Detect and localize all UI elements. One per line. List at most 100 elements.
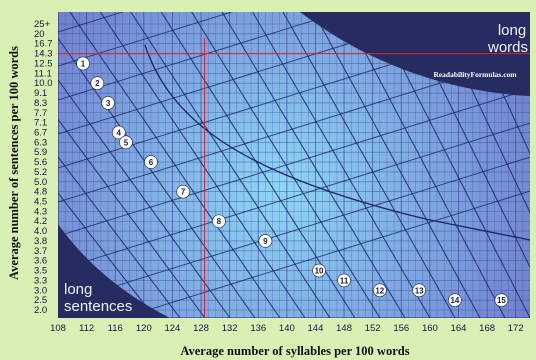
x-tick-label: 152 bbox=[365, 323, 381, 334]
grade-line bbox=[191, 12, 381, 318]
grade-level-circle bbox=[448, 293, 462, 307]
y-tick-label: 3.0 bbox=[34, 285, 47, 296]
y-tick-label: 14.3 bbox=[34, 49, 53, 60]
grade-level-label: 1 bbox=[81, 59, 86, 68]
grade-level-label: 7 bbox=[181, 188, 186, 197]
x-tick-label: 108 bbox=[50, 323, 66, 334]
y-tick-label: 20 bbox=[34, 29, 45, 40]
y-tick-label: 7.7 bbox=[34, 108, 47, 119]
x-tick-labels: 108 112 116 120 124 128 132 136 140 144 148 152 156 1… bbox=[50, 323, 524, 334]
y-tick-label: 3.5 bbox=[34, 266, 47, 277]
grade-level-circle bbox=[176, 184, 190, 199]
grade-level-circle bbox=[258, 234, 273, 248]
grade-level-label: 10 bbox=[315, 267, 324, 276]
x-tick-label: 172 bbox=[508, 323, 524, 334]
x-tick-label: 128 bbox=[193, 323, 209, 334]
grade-level-circle bbox=[76, 56, 90, 71]
x-tick-label: 164 bbox=[451, 323, 467, 334]
y-tick-label: 16.7 bbox=[34, 39, 53, 50]
y-tick-label: 25+ bbox=[34, 19, 51, 30]
watermark: ReadabilityFormulas.com bbox=[433, 70, 517, 79]
grade-level-circle bbox=[494, 293, 509, 307]
grade-level-label: 14 bbox=[450, 296, 459, 305]
x-tick-label: 148 bbox=[336, 323, 352, 334]
x-axis-title: Average number of syllables per 100 word… bbox=[180, 344, 409, 358]
y-tick-label: 4.5 bbox=[34, 197, 47, 208]
grade-line bbox=[221, 12, 406, 318]
corner-label-long-words-1: long bbox=[498, 22, 526, 39]
y-tick-label: 5.2 bbox=[34, 167, 47, 178]
grade-line bbox=[58, 156, 530, 305]
grade-line bbox=[58, 12, 343, 101]
grade-level-label: 9 bbox=[263, 237, 268, 246]
grade-level-label: 3 bbox=[106, 99, 111, 108]
y-tick-label: 3.8 bbox=[34, 236, 47, 247]
grade-level-circle bbox=[111, 125, 126, 140]
y-tick-labels: 2.02.53.03.33.53.63.73.84.04.24.34.54.85… bbox=[34, 19, 53, 316]
x-tick-label: 120 bbox=[136, 323, 152, 334]
x-tick-label: 140 bbox=[279, 323, 295, 334]
y-tick-label: 11.1 bbox=[34, 68, 52, 79]
grade-line bbox=[69, 12, 281, 318]
grade-level-circle bbox=[312, 263, 326, 278]
y-tick-label: 3.7 bbox=[34, 246, 47, 257]
grade-line bbox=[58, 78, 231, 318]
y-tick-label: 3.6 bbox=[34, 256, 47, 267]
grade-line bbox=[282, 12, 456, 318]
corner-label-long-words-2: words bbox=[487, 39, 528, 56]
grade-curve bbox=[144, 44, 530, 241]
grade-line bbox=[58, 12, 452, 135]
grade-line bbox=[312, 12, 481, 318]
grade-level-label: 5 bbox=[124, 138, 129, 147]
grade-level-label: 13 bbox=[415, 286, 424, 295]
y-tick-label: 3.3 bbox=[34, 275, 47, 286]
grade-line bbox=[58, 192, 156, 318]
grade-line bbox=[58, 88, 530, 237]
y-tick-label: 4.0 bbox=[34, 226, 47, 237]
grade-level-label: 4 bbox=[117, 128, 122, 137]
grade-level-label: 15 bbox=[497, 296, 506, 305]
grade-level-label: 2 bbox=[95, 79, 100, 88]
y-tick-label: 4.8 bbox=[34, 187, 47, 198]
grade-line bbox=[160, 12, 356, 318]
grade-level-circle bbox=[337, 273, 351, 288]
x-tick-label: 144 bbox=[308, 323, 324, 334]
grade-line bbox=[58, 156, 181, 318]
y-tick-label: 4.2 bbox=[34, 216, 47, 227]
x-tick-label: 116 bbox=[108, 323, 123, 334]
y-tick-label: 6.7 bbox=[34, 127, 47, 138]
x-tick-label: 160 bbox=[422, 323, 438, 334]
x-tick-label: 156 bbox=[393, 323, 409, 334]
grade-level-circle bbox=[90, 76, 105, 90]
grade-level-label: 8 bbox=[217, 217, 222, 226]
y-tick-label: 6.3 bbox=[34, 137, 47, 148]
grade-line bbox=[58, 122, 530, 271]
x-tick-label: 124 bbox=[164, 323, 180, 334]
long-sentences-region bbox=[58, 224, 170, 318]
grade-level-circle bbox=[144, 155, 158, 169]
grade-level-circle bbox=[119, 135, 133, 150]
x-tick-label: 112 bbox=[79, 323, 94, 334]
grade-level-label: 6 bbox=[149, 158, 154, 167]
x-tick-label: 132 bbox=[222, 323, 238, 334]
grade-line bbox=[130, 12, 331, 318]
x-tick-label: 136 bbox=[250, 323, 266, 334]
grade-level-circle bbox=[212, 214, 226, 229]
grade-level-circle bbox=[412, 283, 426, 298]
y-axis-title: Average number of sentences per 100 word… bbox=[7, 46, 21, 280]
grade-line bbox=[99, 12, 306, 318]
y-tick-label: 8.3 bbox=[34, 98, 47, 109]
grade-level-label: 12 bbox=[375, 286, 384, 295]
grade-line bbox=[58, 12, 234, 67]
y-tick-label: 2.0 bbox=[34, 305, 47, 316]
y-tick-label: 5.9 bbox=[34, 147, 47, 158]
grade-line bbox=[251, 12, 431, 318]
y-tick-label: 4.3 bbox=[34, 206, 47, 217]
grade-level-circle bbox=[101, 96, 115, 110]
y-tick-label: 10.0 bbox=[34, 78, 53, 89]
crosshair bbox=[58, 38, 530, 318]
y-tick-label: 9.1 bbox=[34, 88, 47, 99]
grade-level-circle bbox=[373, 283, 387, 298]
